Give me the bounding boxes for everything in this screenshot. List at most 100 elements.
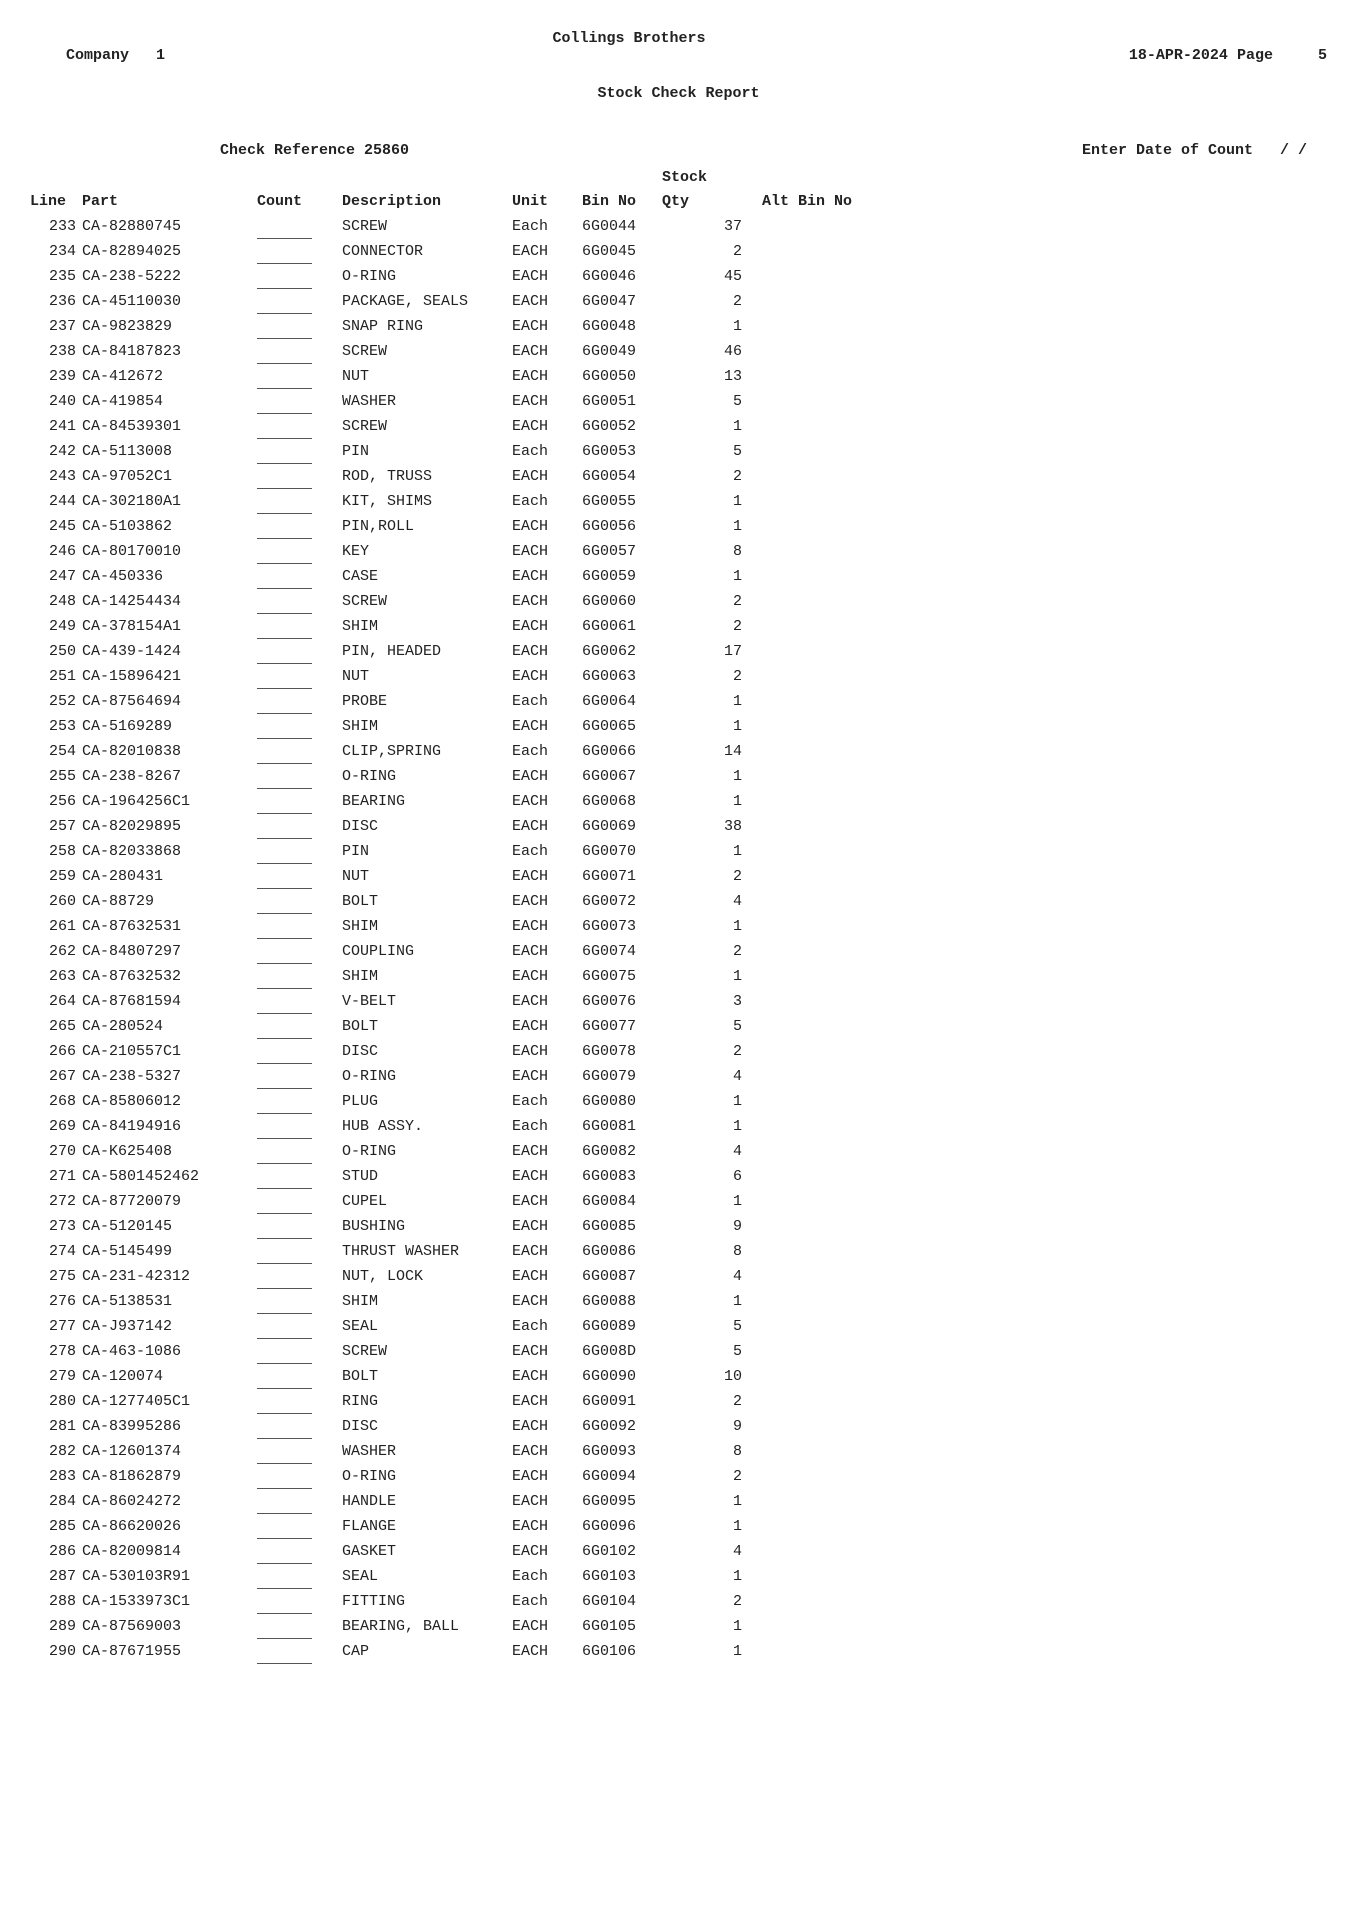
- cell-unit: EACH: [512, 1140, 582, 1164]
- table-row: 235CA-238-5222O-RINGEACH6G004645: [30, 264, 1327, 289]
- cell-qty: 1: [662, 790, 762, 814]
- cell-qty: 2: [662, 665, 762, 689]
- cell-qty: 1: [662, 1190, 762, 1214]
- cell-bin: 6G0063: [582, 665, 662, 689]
- cell-part: CA-84194916: [82, 1115, 257, 1139]
- cell-qty: 1: [662, 965, 762, 989]
- cell-qty: 8: [662, 1240, 762, 1264]
- cell-line: 286: [30, 1540, 82, 1564]
- cell-part: CA-87681594: [82, 990, 257, 1014]
- cell-desc: WASHER: [342, 1440, 512, 1464]
- count-blank-line: [257, 299, 312, 314]
- table-row: 279CA-120074BOLTEACH6G009010: [30, 1364, 1327, 1389]
- cell-desc: CLIP,SPRING: [342, 740, 512, 764]
- cell-bin: 6G0072: [582, 890, 662, 914]
- cell-qty: 2: [662, 1040, 762, 1064]
- cell-desc: SCREW: [342, 415, 512, 439]
- table-row: 264CA-87681594V-BELTEACH6G00763: [30, 989, 1327, 1014]
- cell-line: 259: [30, 865, 82, 889]
- count-blank-line: [257, 599, 312, 614]
- check-ref-label: Check Reference: [220, 142, 355, 159]
- count-blank-line: [257, 1324, 312, 1339]
- cell-qty: 6: [662, 1165, 762, 1189]
- cell-part: CA-238-5327: [82, 1065, 257, 1089]
- cell-bin: 6G0055: [582, 490, 662, 514]
- cell-line: 237: [30, 315, 82, 339]
- cell-desc: PROBE: [342, 690, 512, 714]
- cell-qty: 5: [662, 390, 762, 414]
- cell-line: 272: [30, 1190, 82, 1214]
- table-row: 238CA-84187823SCREWEACH6G004946: [30, 339, 1327, 364]
- cell-desc: PIN,ROLL: [342, 515, 512, 539]
- cell-part: CA-82009814: [82, 1540, 257, 1564]
- count-blank-line: [257, 1249, 312, 1264]
- company-no: 1: [156, 47, 165, 64]
- cell-qty: 1: [662, 765, 762, 789]
- count-blank-line: [257, 949, 312, 964]
- count-blank-line: [257, 349, 312, 364]
- table-row: 290CA-87671955CAPEACH6G01061: [30, 1639, 1327, 1664]
- table-row: 278CA-463-1086SCREWEACH6G008D5: [30, 1339, 1327, 1364]
- cell-line: 248: [30, 590, 82, 614]
- table-row: 273CA-5120145BUSHINGEACH6G00859: [30, 1214, 1327, 1239]
- cell-unit: EACH: [512, 1440, 582, 1464]
- cell-part: CA-86024272: [82, 1490, 257, 1514]
- cell-bin: 6G0083: [582, 1165, 662, 1189]
- cell-desc: WASHER: [342, 390, 512, 414]
- cell-desc: FLANGE: [342, 1515, 512, 1539]
- cell-unit: EACH: [512, 1290, 582, 1314]
- count-blank-line: [257, 1124, 312, 1139]
- cell-part: CA-80170010: [82, 540, 257, 564]
- cell-count: [257, 715, 342, 739]
- cell-part: CA-83995286: [82, 1415, 257, 1439]
- cell-unit: EACH: [512, 1065, 582, 1089]
- page-no: 5: [1318, 47, 1327, 64]
- cell-part: CA-5169289: [82, 715, 257, 739]
- cell-bin: 6G0061: [582, 615, 662, 639]
- cell-desc: O-RING: [342, 1065, 512, 1089]
- cell-bin: 6G0104: [582, 1590, 662, 1614]
- cell-part: CA-45110030: [82, 290, 257, 314]
- count-blank-line: [257, 1224, 312, 1239]
- cell-unit: EACH: [512, 640, 582, 664]
- count-blank-line: [257, 774, 312, 789]
- cell-line: 254: [30, 740, 82, 764]
- cell-count: [257, 615, 342, 639]
- count-blank-line: [257, 1149, 312, 1164]
- company-name: Collings Brothers: [165, 30, 1093, 81]
- cell-count: [257, 1440, 342, 1464]
- cell-bin: 6G0082: [582, 1140, 662, 1164]
- cell-line: 242: [30, 440, 82, 464]
- col-altbin: Alt Bin No: [762, 190, 862, 214]
- cell-qty: 1: [662, 840, 762, 864]
- count-blank-line: [257, 324, 312, 339]
- cell-line: 277: [30, 1315, 82, 1339]
- cell-part: CA-450336: [82, 565, 257, 589]
- cell-qty: 5: [662, 1315, 762, 1339]
- count-blank-line: [257, 649, 312, 664]
- cell-line: 290: [30, 1640, 82, 1664]
- cell-line: 244: [30, 490, 82, 514]
- count-blank-line: [257, 574, 312, 589]
- cell-line: 260: [30, 890, 82, 914]
- cell-qty: 45: [662, 265, 762, 289]
- cell-line: 267: [30, 1065, 82, 1089]
- table-row: 246CA-80170010KEYEACH6G00578: [30, 539, 1327, 564]
- count-blank-line: [257, 924, 312, 939]
- table-row: 271CA-5801452462STUDEACH6G00836: [30, 1164, 1327, 1189]
- cell-line: 243: [30, 465, 82, 489]
- count-blank-line: [257, 1574, 312, 1589]
- cell-count: [257, 1365, 342, 1389]
- cell-count: [257, 840, 342, 864]
- cell-count: [257, 1590, 342, 1614]
- cell-unit: EACH: [512, 265, 582, 289]
- cell-unit: EACH: [512, 1340, 582, 1364]
- cell-bin: 6G0085: [582, 1215, 662, 1239]
- cell-unit: Each: [512, 1090, 582, 1114]
- table-row: 245CA-5103862PIN,ROLLEACH6G00561: [30, 514, 1327, 539]
- cell-unit: EACH: [512, 1390, 582, 1414]
- cell-line: 278: [30, 1340, 82, 1364]
- cell-qty: 1: [662, 690, 762, 714]
- cell-part: CA-88729: [82, 890, 257, 914]
- cell-desc: NUT: [342, 365, 512, 389]
